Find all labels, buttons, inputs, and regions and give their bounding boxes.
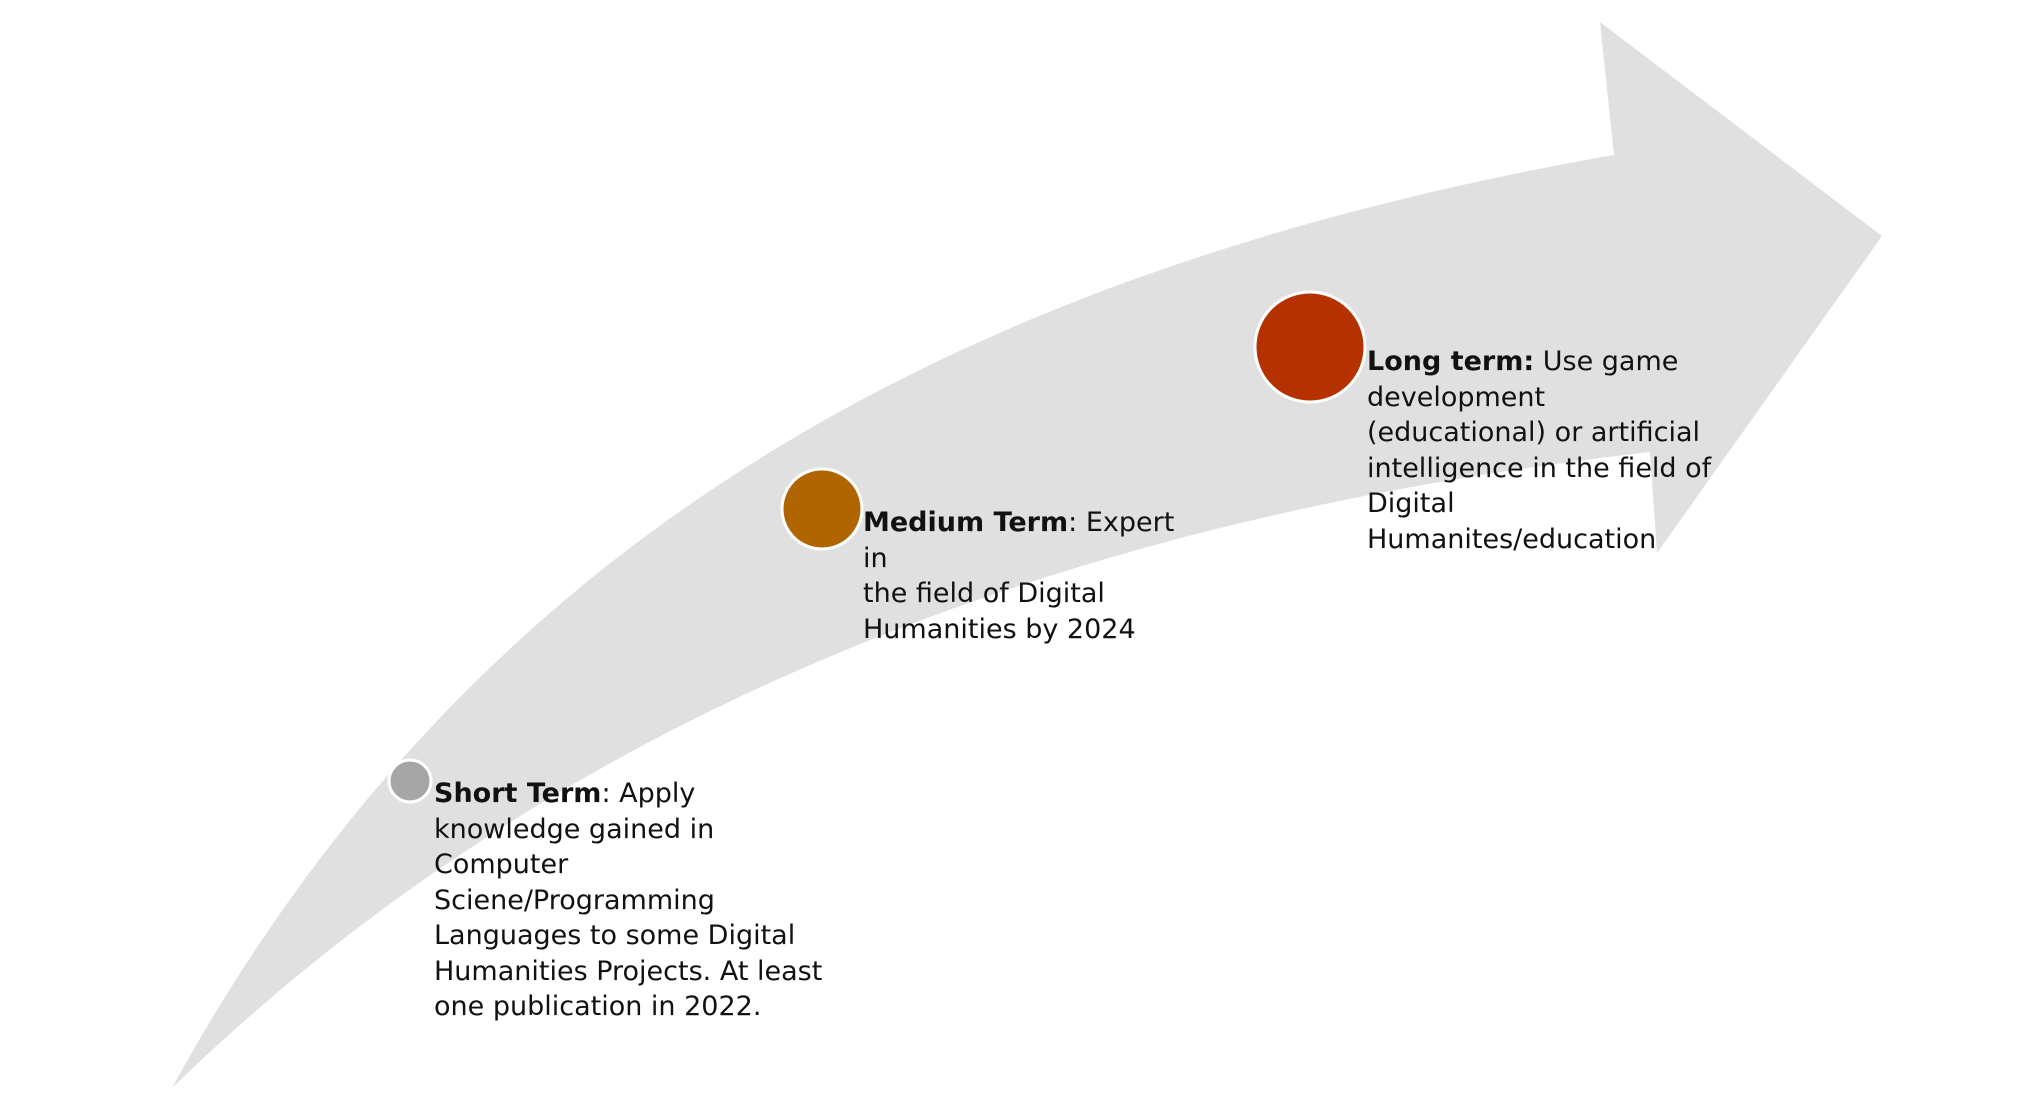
short-term-description: Apply knowledge gained in Computer Scien…	[434, 778, 823, 1022]
long-term-marker	[1253, 290, 1367, 404]
long-term-text: Long term: Use game development (educati…	[1367, 344, 1717, 557]
short-term-marker	[387, 758, 433, 804]
short-term-text: Short Term: Apply knowledge gained in Co…	[434, 776, 834, 1025]
long-term-description: Use game development (educational) or ar…	[1367, 346, 1712, 555]
medium-term-text: Medium Term: Expert in the field of Digi…	[863, 505, 1203, 647]
short-term-separator: :	[601, 778, 620, 809]
medium-term-description: Expert in the field of Digital Humanitie…	[863, 507, 1175, 645]
long-term-label: Long term:	[1367, 346, 1535, 377]
long-term-separator	[1534, 346, 1543, 377]
medium-term-label: Medium Term	[863, 507, 1069, 538]
medium-term-separator: :	[1068, 507, 1086, 538]
short-term-label: Short Term	[434, 778, 602, 809]
curved-arrow	[172, 22, 1882, 1088]
medium-term-marker	[780, 467, 864, 551]
